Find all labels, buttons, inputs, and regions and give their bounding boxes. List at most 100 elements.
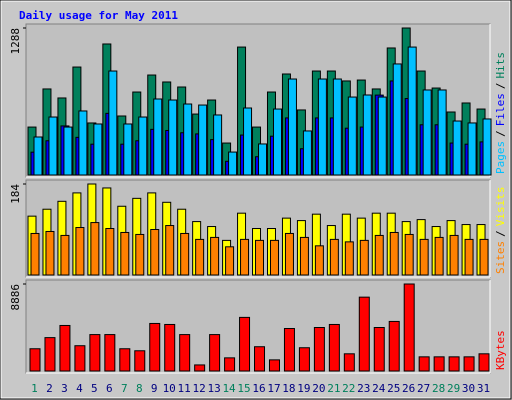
bar: [135, 233, 145, 276]
x-tick-label: 24: [372, 382, 386, 395]
bar: [213, 114, 223, 176]
x-tick-label: 17: [267, 382, 280, 395]
bar: [30, 232, 40, 276]
bar: [479, 238, 489, 276]
bar: [45, 230, 55, 276]
x-tick-label: 21: [327, 382, 340, 395]
bar: [302, 130, 312, 176]
bar: [317, 78, 327, 176]
x-tick-label: 25: [387, 382, 400, 395]
bar: [75, 227, 85, 276]
bar: [328, 323, 340, 372]
bar: [347, 96, 357, 176]
bar: [123, 123, 133, 176]
bar: [314, 245, 324, 276]
bar: [467, 122, 477, 176]
bar: [104, 334, 116, 372]
bar: [373, 327, 385, 372]
bar: [194, 364, 206, 372]
bar: [150, 229, 160, 276]
bar: [377, 96, 387, 176]
bar: [374, 234, 384, 276]
x-tick-label: 11: [178, 382, 191, 395]
legend: Pages / Files / Hits: [494, 52, 507, 174]
x-tick-label: 18: [282, 382, 295, 395]
legend-entry: Sites: [494, 241, 507, 274]
bar: [418, 356, 430, 372]
x-tick-label: 13: [207, 382, 220, 395]
bar: [180, 232, 190, 276]
bar: [209, 334, 221, 372]
bar: [44, 337, 56, 372]
bar: [195, 238, 205, 276]
bar: [419, 238, 429, 276]
x-tick-label: 3: [61, 382, 68, 395]
bar: [452, 120, 462, 176]
bar: [59, 324, 71, 372]
bar: [74, 345, 86, 372]
bar: [225, 246, 235, 276]
bar: [63, 126, 73, 176]
bar: [464, 238, 474, 276]
bar: [407, 46, 417, 176]
bar: [210, 236, 220, 276]
legend-separator: /: [494, 83, 507, 90]
bar: [283, 328, 295, 372]
bar: [243, 107, 253, 176]
legend: Sites / Visits: [494, 187, 507, 275]
bar: [478, 353, 490, 372]
x-tick-label: 9: [151, 382, 158, 395]
bar: [434, 236, 444, 276]
chart-title: Daily usage for May 2011: [19, 9, 178, 22]
x-tick-label: 30: [462, 382, 475, 395]
x-tick-label: 8: [136, 382, 143, 395]
bar: [449, 234, 459, 276]
legend-entry: Pages: [494, 141, 507, 174]
bar: [272, 108, 282, 176]
bar: [388, 320, 400, 372]
bar: [343, 353, 355, 372]
bar: [287, 78, 297, 176]
bar: [179, 334, 191, 372]
bar: [89, 334, 101, 372]
bar: [254, 346, 266, 372]
bar: [463, 356, 475, 372]
bar: [90, 222, 100, 276]
legend-entry: KBytes: [494, 330, 507, 370]
legend-entry: Visits: [494, 187, 507, 227]
bar: [362, 94, 372, 176]
bar: [268, 359, 280, 372]
bar: [329, 238, 339, 276]
bar: [404, 233, 414, 276]
x-tick-label: 23: [357, 382, 370, 395]
bar: [482, 118, 492, 176]
bar: [359, 239, 369, 276]
legend-separator: /: [494, 230, 507, 237]
bar: [332, 78, 342, 176]
bar: [239, 316, 251, 372]
bar: [269, 239, 279, 276]
bar: [299, 236, 309, 276]
bar: [255, 239, 265, 276]
bar: [60, 234, 70, 276]
bar: [403, 283, 415, 372]
x-tick-label: 16: [252, 382, 265, 395]
bar: [134, 350, 146, 372]
bar: [298, 347, 310, 372]
x-tick-label: 6: [106, 382, 113, 395]
legend-separator: /: [494, 130, 507, 137]
bar: [168, 99, 178, 176]
x-tick-label: 7: [121, 382, 128, 395]
bar: [448, 356, 460, 372]
bar: [313, 327, 325, 372]
x-tick-label: 28: [432, 382, 445, 395]
y-tick-label: 184: [9, 184, 22, 204]
bar: [437, 89, 447, 176]
x-tick-label: 15: [237, 382, 250, 395]
x-tick-label: 19: [297, 382, 310, 395]
bar: [48, 116, 58, 176]
bar: [284, 232, 294, 276]
